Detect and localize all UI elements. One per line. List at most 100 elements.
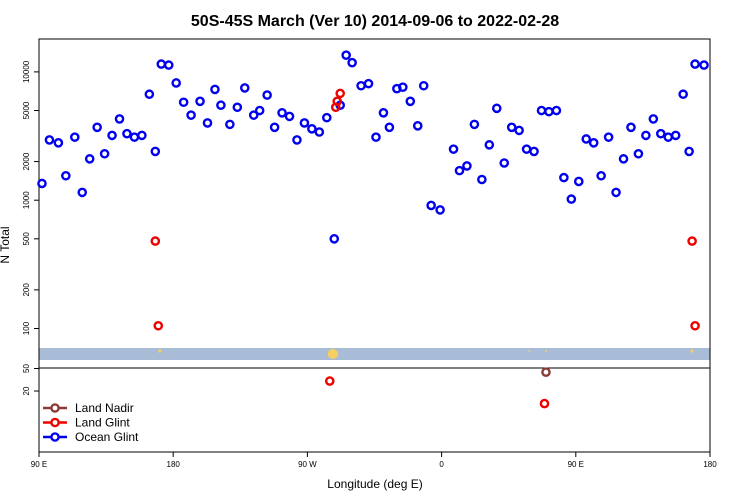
data-point [122, 128, 132, 139]
legend-marker [50, 417, 60, 428]
x-tick-label: 90 E [568, 460, 584, 469]
data-point [329, 234, 340, 244]
data-point [129, 132, 140, 142]
data-point [341, 50, 351, 60]
y-tick-label: 100 [22, 321, 31, 335]
data-point [150, 146, 161, 157]
x-tick-label: 180 [167, 460, 181, 469]
data-point [506, 122, 517, 133]
data-point [292, 135, 302, 145]
x-axis-label: Longitude (deg E) [327, 477, 422, 491]
data-point [77, 187, 88, 198]
legend-marker [50, 432, 60, 442]
data-point [356, 80, 366, 91]
data-point [210, 84, 220, 95]
data-point [186, 110, 196, 120]
data-point [321, 112, 332, 123]
data-point [544, 106, 554, 117]
data-point [521, 144, 532, 154]
x-tick-label: 0 [439, 460, 444, 469]
data-point [314, 127, 325, 137]
series-land-glint [150, 88, 700, 331]
y-tick-label: 200 [22, 283, 31, 297]
data-point [202, 118, 213, 128]
data-point [435, 205, 445, 215]
x-tick-label: 90 E [31, 460, 47, 469]
data-point [384, 122, 395, 133]
data-point [536, 105, 547, 116]
data-point [332, 96, 343, 107]
band-mark [528, 350, 531, 352]
data-point [307, 124, 317, 134]
data-point [596, 170, 606, 181]
band-mark [158, 349, 162, 353]
data-point [405, 96, 416, 107]
data-point [670, 130, 681, 141]
y-tick-label: 500 [22, 232, 31, 246]
chart-title: 50S-45S March (Ver 10) 2014-09-06 to 202… [191, 13, 559, 30]
data-point [347, 57, 357, 68]
data-point [611, 187, 621, 198]
data-point [499, 158, 510, 168]
data-point [641, 130, 651, 141]
upper-panel: 100 200 500 1000 2000 5000 10000 [22, 38, 711, 369]
legend-label: Land Glint [75, 416, 130, 430]
data-point [418, 80, 429, 91]
data-point [690, 59, 700, 69]
data-point [588, 138, 599, 148]
data-point [150, 236, 161, 246]
data-point [239, 83, 250, 93]
data-point [156, 59, 167, 69]
data-point [541, 367, 551, 378]
data-point [114, 114, 125, 124]
data-point [232, 102, 243, 113]
data-point [655, 128, 666, 139]
data-point [678, 89, 688, 100]
band-mark [690, 349, 694, 353]
data-point [539, 398, 550, 409]
data-point [284, 111, 295, 122]
data-band [39, 348, 710, 360]
data-point [448, 144, 459, 154]
data-point [335, 88, 346, 99]
data-point [699, 60, 709, 70]
y-tick-label: 1000 [22, 191, 31, 209]
data-point [195, 96, 205, 107]
data-point [559, 172, 569, 183]
band-mark [327, 350, 335, 358]
data-point [684, 146, 694, 157]
data-point [153, 320, 164, 331]
data-point [99, 148, 110, 159]
data-point [137, 130, 147, 141]
data-point [299, 118, 310, 128]
data-point [687, 236, 697, 246]
data-point [603, 132, 614, 142]
data-point [469, 119, 480, 130]
data-point [573, 176, 584, 187]
legend-label: Ocean Glint [75, 430, 139, 444]
data-point [69, 132, 80, 142]
series-lower-land-glint [324, 376, 550, 409]
data-point [107, 130, 117, 141]
data-point [216, 100, 226, 111]
data-point [92, 122, 102, 133]
data-point [277, 107, 287, 118]
data-point [324, 376, 335, 386]
series-lower-land-nadir [541, 367, 551, 378]
data-point [648, 114, 659, 124]
band-mark [544, 350, 547, 352]
y-tick-label: 5000 [22, 101, 31, 119]
data-point [371, 132, 381, 142]
y-tick-label: 20 [22, 386, 31, 395]
data-point [690, 320, 700, 331]
data-point [626, 122, 636, 133]
data-point [426, 200, 436, 211]
data-point [144, 89, 155, 100]
data-point [663, 132, 674, 142]
data-point [248, 110, 259, 120]
data-point [171, 78, 181, 88]
legend-marker [50, 403, 60, 413]
data-point [484, 140, 495, 150]
data-point [454, 165, 465, 176]
